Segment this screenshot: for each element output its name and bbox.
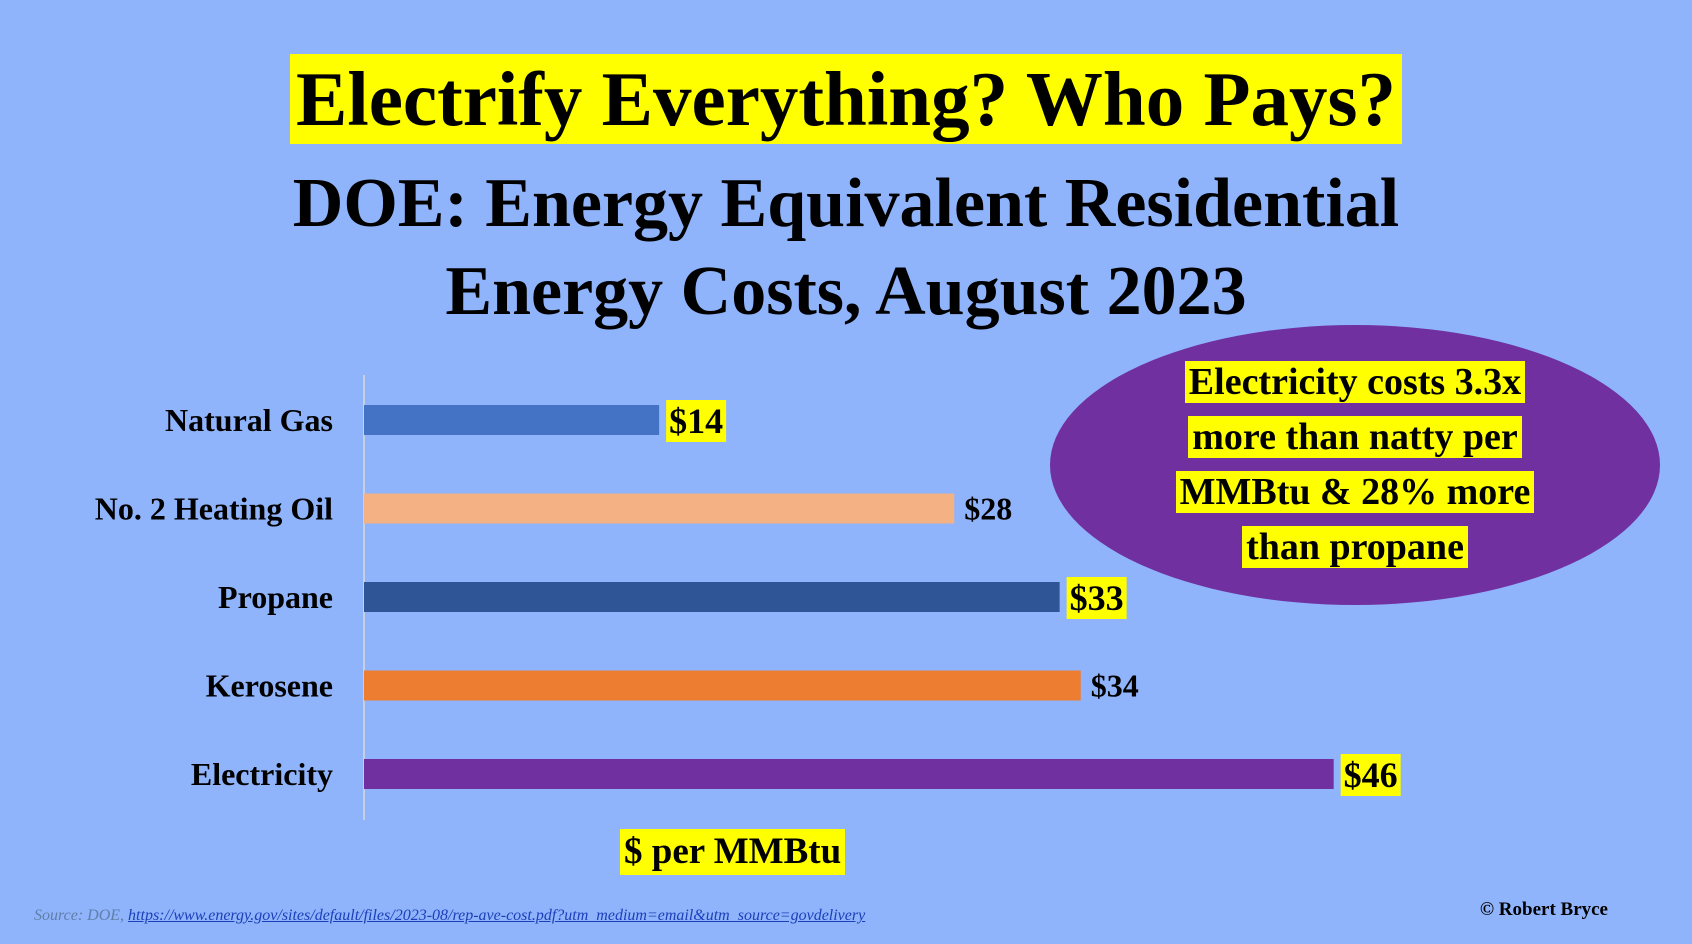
bar [364,493,955,524]
data-label: $34 [1091,668,1139,704]
category-label: No. 2 Heating Oil [95,491,333,527]
credit: © Robert Bryce [1479,899,1608,920]
source-note: Source: DOE, https://www.energy.gov/site… [34,907,865,925]
bar [364,670,1081,701]
callout-line: MMBtu & 28% more [1175,471,1535,513]
callout-line: more than natty per [1188,416,1522,458]
data-label-highlight [1340,754,1401,796]
chart-subtitle: DOE: Energy Equivalent Residential Energ… [0,160,1692,336]
page-title: Electrify Everything? Who Pays? [289,54,1403,144]
callout-text: Electricity costs 3.3x more than natty p… [1145,355,1565,575]
category-label: Electricity [191,756,333,792]
title-wrap: Electrify Everything? Who Pays? [0,54,1692,144]
callout-line: Electricity costs 3.3x [1184,361,1526,403]
category-label: Natural Gas [165,402,333,438]
category-label: Kerosene [206,668,333,704]
data-label: $28 [964,491,1012,527]
data-label-highlight [1066,577,1127,619]
callout-line: than propane [1242,526,1468,568]
callout-ellipse: Electricity costs 3.3x more than natty p… [1050,325,1660,605]
data-label: $33 [1070,578,1124,618]
bar [364,405,660,435]
data-label: $14 [669,401,723,441]
data-label-highlight [666,400,727,442]
x-axis-label: $ per MMBtu [620,829,846,875]
subtitle-line-1: DOE: Energy Equivalent Residential [292,165,1400,242]
source-link[interactable]: https://www.energy.gov/sites/default/fil… [128,907,866,924]
category-label: Propane [218,579,333,615]
data-label: $46 [1344,755,1398,795]
bar [364,582,1060,612]
source-prefix: Source: DOE, [34,907,125,924]
subtitle-line-2: Energy Costs, August 2023 [445,253,1247,330]
bar [364,759,1334,789]
